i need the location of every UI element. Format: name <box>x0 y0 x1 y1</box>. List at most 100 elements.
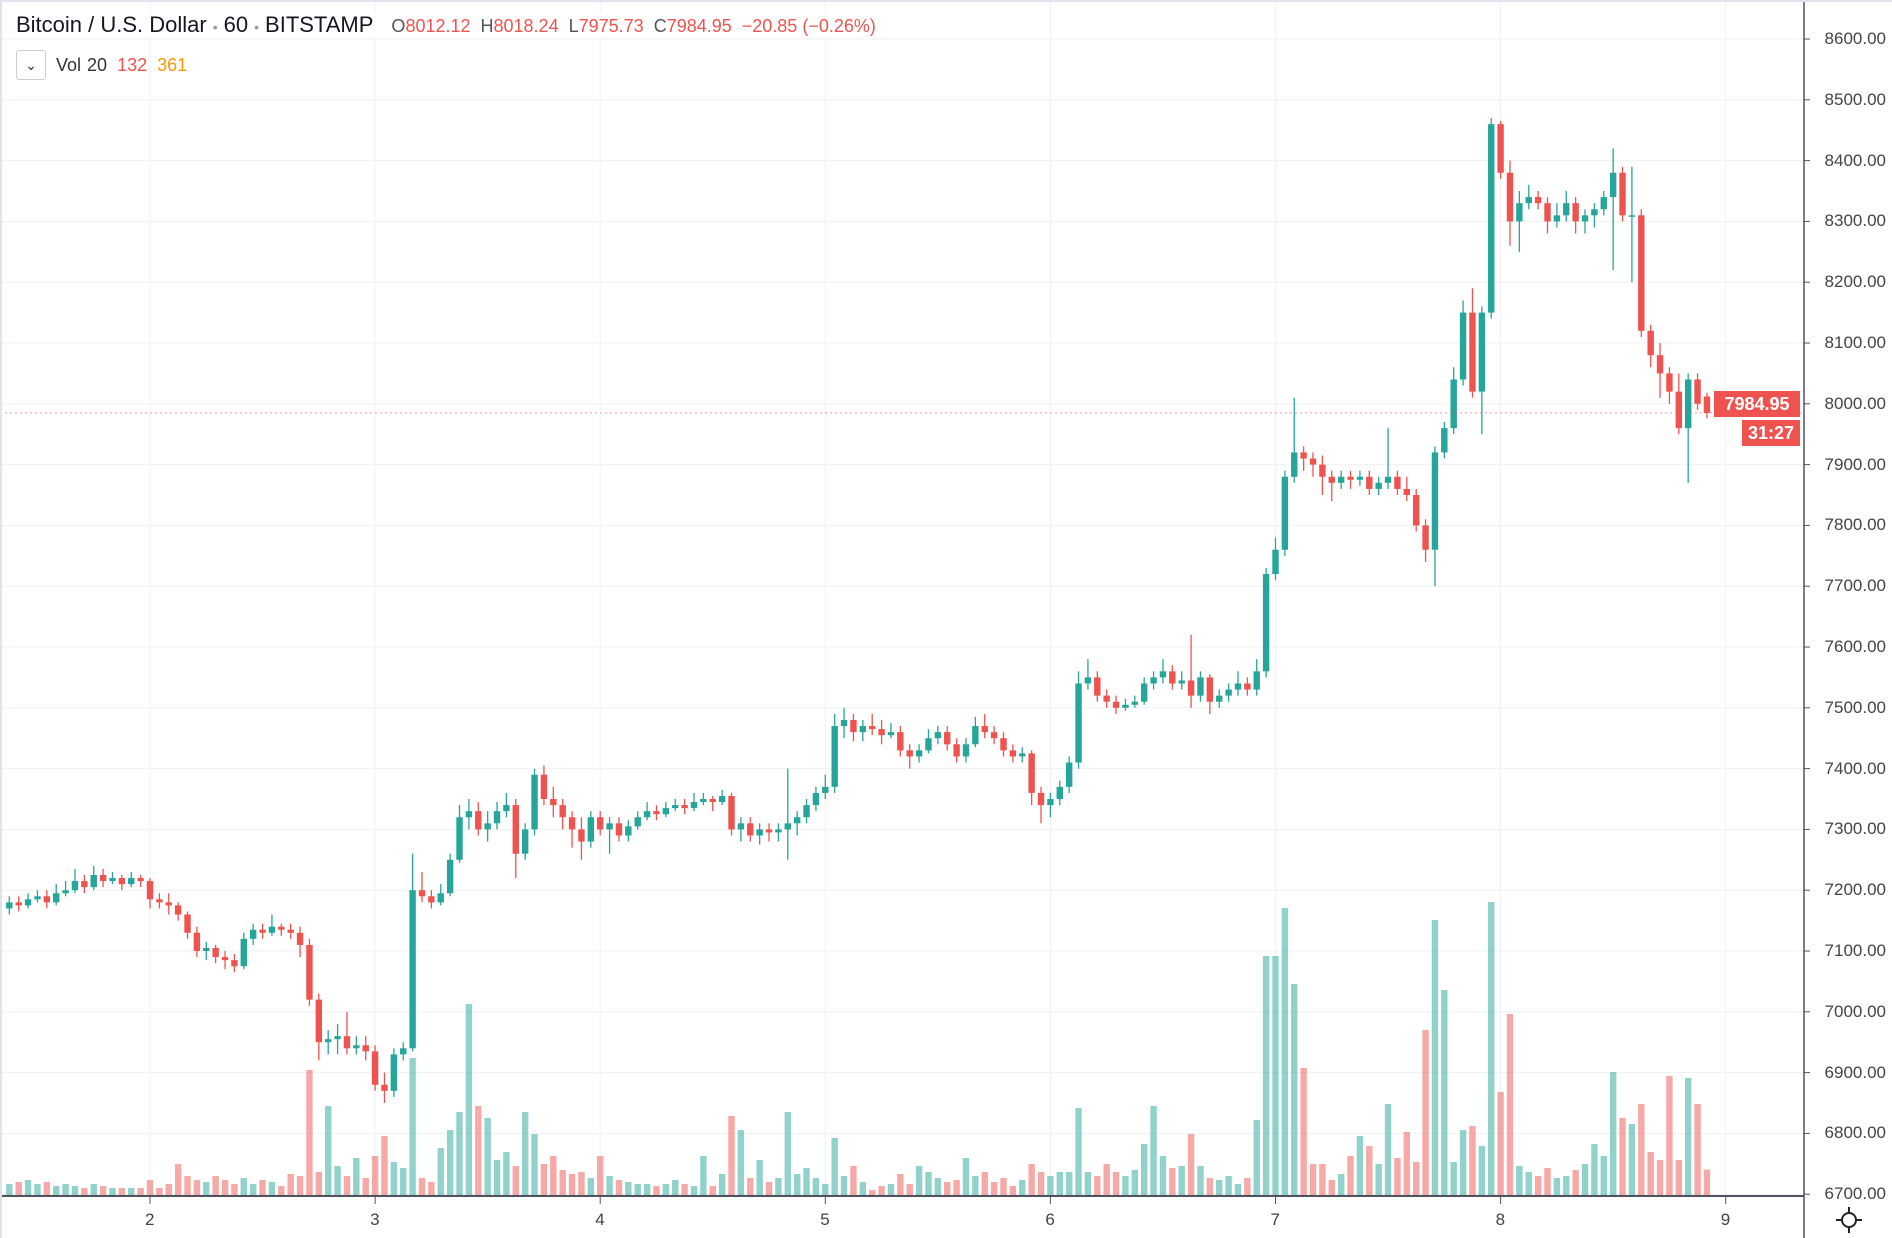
volume-bar <box>765 1182 773 1196</box>
candle-body <box>465 811 473 818</box>
collapse-toggle-button[interactable]: ⌄ <box>16 50 46 80</box>
volume-bar <box>747 1178 754 1196</box>
candle-body <box>690 802 698 809</box>
volume-bar <box>1403 1132 1411 1196</box>
volume-bar <box>681 1184 688 1196</box>
chevron-down-icon: ⌄ <box>25 56 37 73</box>
candle-body <box>1628 215 1636 217</box>
volume-bar <box>1684 1078 1692 1196</box>
volume-bar <box>1272 956 1279 1196</box>
volume-bar <box>1469 1126 1476 1196</box>
volume-bar <box>1122 1176 1129 1196</box>
volume-bar <box>1253 1120 1260 1196</box>
volume-bar <box>1187 1134 1195 1196</box>
volume-bar <box>287 1174 294 1196</box>
candle-body <box>1094 677 1101 696</box>
volume-bar <box>503 1152 510 1196</box>
volume-bar <box>1525 1172 1532 1196</box>
volume-bar <box>1675 1160 1683 1196</box>
candle-body <box>1619 172 1626 216</box>
volume-bar <box>1703 1169 1711 1196</box>
candle-body <box>972 726 979 745</box>
volume-bar <box>1140 1144 1148 1196</box>
candle-body <box>840 719 848 727</box>
candle-body <box>1563 203 1570 216</box>
price-tick-label: 8600.00 <box>1824 29 1886 48</box>
candle-body <box>578 829 585 842</box>
candle-body <box>953 744 960 757</box>
candle-body <box>887 732 895 736</box>
volume-bar <box>1600 1156 1607 1196</box>
candle-body <box>1384 476 1392 483</box>
volume-bar <box>1178 1166 1185 1196</box>
volume-bar <box>512 1166 519 1196</box>
candle-body <box>174 905 182 915</box>
volume-bar <box>944 1182 951 1196</box>
candle-body <box>343 1036 351 1049</box>
volume-bar <box>400 1168 407 1196</box>
volume-bar <box>1544 1168 1551 1196</box>
price-tick-label: 7100.00 <box>1824 941 1886 960</box>
volume-bar <box>662 1184 670 1196</box>
volume-bar <box>418 1178 426 1196</box>
candle-body <box>634 817 641 827</box>
candle-body <box>221 957 229 961</box>
candle-body <box>1478 312 1486 392</box>
candle-body <box>906 750 913 757</box>
candle-body <box>446 859 454 894</box>
candle-body <box>34 896 41 900</box>
candle-body <box>240 938 247 967</box>
volume-bar <box>962 1158 970 1196</box>
volume-bar <box>606 1176 613 1196</box>
volume-bar <box>1084 1172 1092 1196</box>
symbol-name[interactable]: Bitcoin / U.S. Dollar <box>16 12 207 37</box>
candle-body <box>925 738 932 751</box>
candle-body <box>1459 312 1467 380</box>
volume-bar <box>1337 1174 1345 1196</box>
volume-bar <box>1262 956 1270 1196</box>
volume-bar <box>615 1180 623 1196</box>
volume-bar <box>1412 1162 1420 1196</box>
volume-bar <box>812 1178 820 1196</box>
volume-bar <box>484 1118 491 1196</box>
volume-bar <box>1009 1186 1017 1196</box>
candle-body <box>681 805 688 809</box>
candle-body <box>334 1036 341 1040</box>
volume-bar <box>709 1186 716 1196</box>
candle-body <box>268 926 276 933</box>
candle-body <box>850 719 857 733</box>
volume-bar <box>146 1180 154 1196</box>
candle-body <box>306 944 313 1000</box>
volume-bar <box>221 1180 229 1196</box>
volume-bar <box>1000 1178 1007 1196</box>
volume-bar <box>1319 1164 1326 1196</box>
candle-body <box>747 823 754 836</box>
candle-body <box>1675 391 1683 429</box>
settings-gear-icon[interactable] <box>1834 1205 1864 1235</box>
candle-body <box>400 1048 407 1055</box>
candle-body <box>1656 355 1664 374</box>
volume-bar <box>1619 1118 1626 1196</box>
candle-body <box>568 817 576 830</box>
volume-bar <box>793 1174 801 1196</box>
top-border <box>0 0 1892 2</box>
candle-body <box>81 881 88 888</box>
volume-bar <box>1553 1178 1561 1196</box>
volume-bar <box>972 1176 979 1196</box>
volume-bar <box>437 1148 444 1196</box>
volume-bar <box>390 1162 398 1196</box>
candle-body <box>540 774 548 799</box>
volume-bar <box>165 1184 172 1196</box>
candle-body <box>437 893 444 903</box>
candle-body <box>512 805 519 854</box>
candle-body <box>1225 689 1232 696</box>
price-tick-label: 6700.00 <box>1824 1184 1886 1204</box>
interval[interactable]: 60 <box>223 12 249 37</box>
candle-body <box>456 817 463 860</box>
volume-bar <box>1450 1162 1457 1196</box>
volume-bar <box>1628 1124 1636 1196</box>
candle-body <box>231 960 238 967</box>
candle-body <box>1394 476 1401 489</box>
candle-body <box>1581 215 1589 222</box>
